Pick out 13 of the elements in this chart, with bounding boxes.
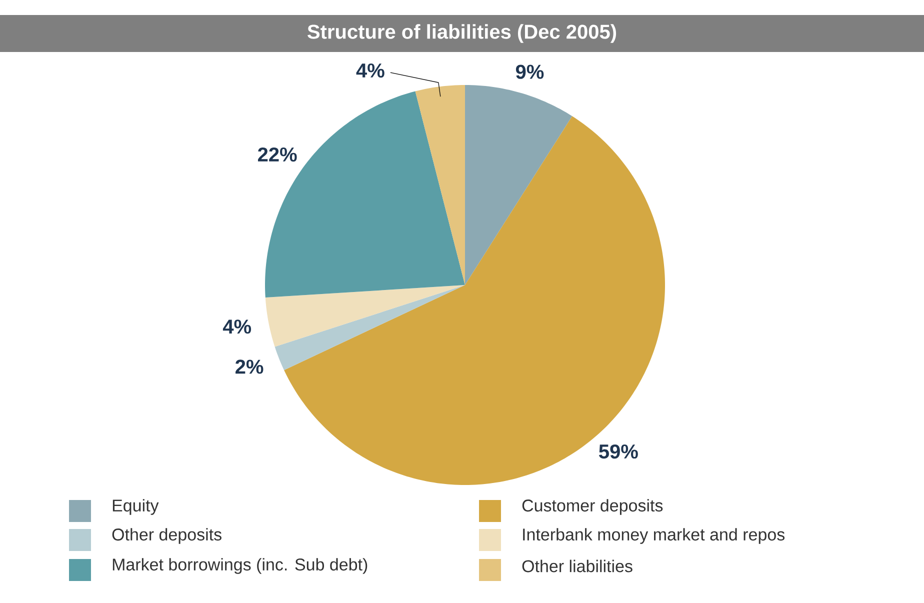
- legend-label: Other deposits: [112, 528, 222, 544]
- legend-label: Equity: [112, 499, 159, 515]
- legend-label: Other liabilities: [522, 560, 632, 572]
- legend-label: Interbank money market and repos: [523, 528, 785, 544]
- data-label: 4%: [356, 64, 384, 78]
- data-label: 2%: [236, 360, 264, 374]
- legend-label: Customer deposits: [522, 499, 663, 515]
- data-label: 4%: [222, 320, 252, 334]
- legend-label: Market borrowings (inc. Sub debt): [112, 558, 368, 574]
- data-label: 22%: [258, 147, 297, 162]
- chart-title: Structure of liabilities (Dec 2005): [308, 24, 616, 43]
- data-label: 9%: [516, 64, 544, 79]
- data-label: 59%: [599, 444, 638, 459]
